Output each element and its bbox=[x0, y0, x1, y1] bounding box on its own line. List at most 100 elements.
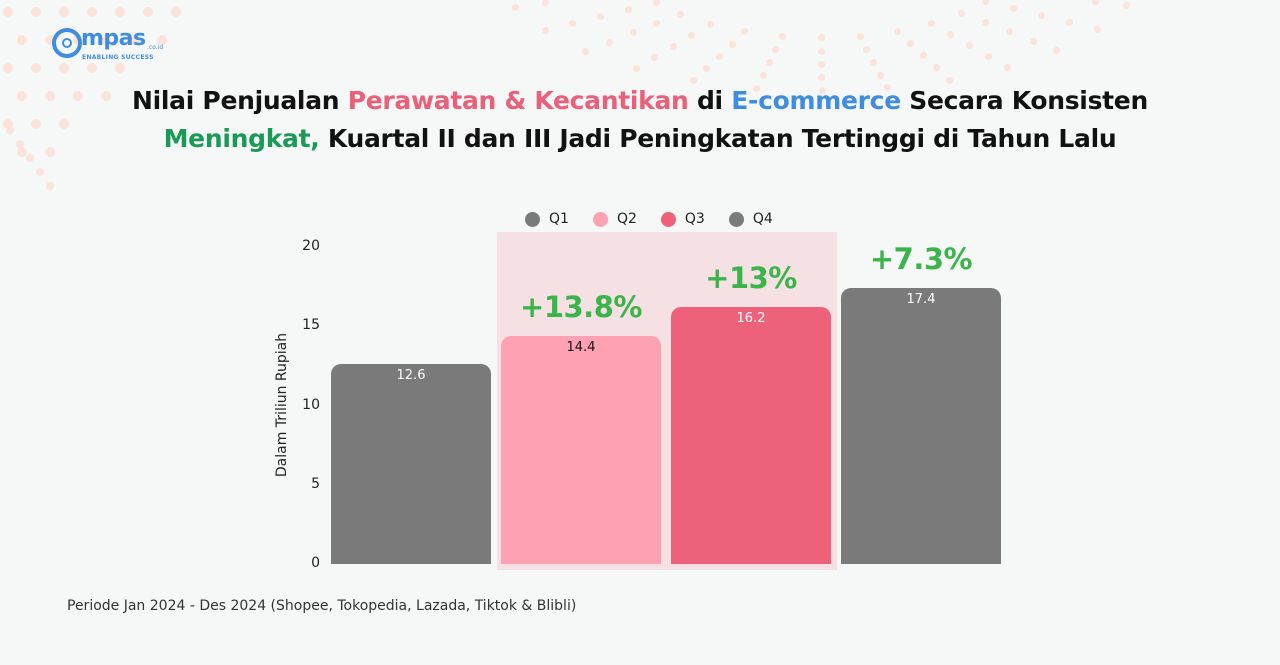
logo-tagline: ENABLING SUCCESS bbox=[82, 54, 154, 61]
bar-q1: 12.6 bbox=[331, 364, 491, 564]
decorative-dot bbox=[46, 182, 54, 190]
decorative-dot bbox=[818, 60, 826, 68]
bar-value-label: 12.6 bbox=[396, 368, 426, 384]
source-footnote: Periode Jan 2024 - Des 2024 (Shopee, Tok… bbox=[67, 598, 577, 614]
legend-dot-icon bbox=[525, 211, 540, 227]
decorative-dot bbox=[883, 84, 891, 92]
title-text: Nilai Penjualan bbox=[132, 86, 348, 115]
decorative-dot bbox=[73, 91, 83, 101]
legend-dot-icon bbox=[592, 211, 608, 227]
decorative-dot bbox=[778, 33, 786, 41]
decorative-dot bbox=[31, 7, 41, 17]
decorative-dot bbox=[1065, 18, 1073, 26]
decorative-dot bbox=[703, 65, 711, 72]
title-highlight-growth: Meningkat, bbox=[163, 124, 320, 153]
decorative-dot bbox=[31, 63, 41, 73]
decorative-dot bbox=[817, 47, 825, 55]
decorative-dot bbox=[907, 40, 915, 48]
decorative-dot bbox=[741, 28, 749, 36]
compas-logo: mpas .co.id ENABLING SUCCESS bbox=[48, 26, 168, 66]
decorative-dot bbox=[171, 7, 181, 17]
decorative-dot bbox=[3, 7, 13, 17]
chart-title: Nilai Penjualan Perawatan & Kecantikan d… bbox=[0, 82, 1280, 158]
decorative-dot bbox=[1053, 46, 1061, 54]
decorative-dot bbox=[706, 21, 714, 28]
decorative-dot bbox=[818, 74, 826, 82]
legend-label: Q3 bbox=[684, 211, 705, 227]
decorative-dot bbox=[1122, 2, 1130, 10]
legend-label: Q1 bbox=[549, 211, 569, 227]
legend-dot-icon bbox=[728, 211, 744, 227]
chart-legend: Q1 Q2 Q3 Q4 bbox=[525, 209, 797, 229]
decorative-dot bbox=[606, 38, 613, 46]
decorative-dot bbox=[17, 147, 27, 157]
decorative-dot bbox=[981, 0, 989, 5]
legend-item-q2: Q2 bbox=[592, 211, 637, 227]
decorative-dot bbox=[893, 28, 901, 36]
y-tick-15: 15 bbox=[302, 317, 320, 333]
decorative-dot bbox=[87, 63, 97, 73]
title-highlight-category: Perawatan & Kecantikan bbox=[347, 86, 689, 115]
decorative-dot bbox=[115, 63, 125, 73]
decorative-dot bbox=[629, 29, 637, 37]
bar-q3: 16.2 bbox=[671, 307, 831, 564]
decorative-dot bbox=[101, 35, 111, 45]
decorative-dot bbox=[569, 20, 577, 28]
decorative-dot bbox=[715, 52, 723, 60]
bar-q2: 14.4 bbox=[501, 335, 661, 564]
decorative-dot bbox=[582, 47, 590, 55]
decorative-dot bbox=[17, 35, 27, 45]
y-tick-10: 10 bbox=[302, 397, 320, 413]
decorative-dot bbox=[772, 45, 780, 53]
title-text: Kuartal II dan III Jadi Peningkatan Tert… bbox=[319, 124, 1117, 153]
decorative-dot bbox=[115, 7, 125, 17]
decorative-dot bbox=[817, 34, 825, 42]
decorative-dot bbox=[856, 32, 864, 40]
title-highlight-ecommerce: E-commerce bbox=[731, 86, 901, 115]
bar-q4: 17.4 bbox=[841, 288, 1001, 564]
decorative-dot bbox=[653, 20, 661, 28]
decorative-dot bbox=[753, 84, 761, 92]
decorative-dot bbox=[597, 12, 604, 20]
decorative-dot bbox=[1005, 28, 1013, 36]
decorative-dot bbox=[688, 31, 696, 39]
decorative-dot bbox=[877, 71, 885, 79]
decorative-dot bbox=[3, 63, 13, 73]
decorative-dot bbox=[26, 154, 34, 162]
decorative-dot bbox=[59, 119, 69, 129]
title-line-1: Nilai Penjualan Perawatan & Kecantikan d… bbox=[0, 82, 1280, 120]
legend-item-q4: Q4 bbox=[728, 211, 773, 227]
legend-item-q3: Q3 bbox=[660, 211, 705, 227]
logo-domain: .co.id bbox=[147, 44, 164, 51]
decorative-dot bbox=[946, 76, 954, 84]
title-line-2: Meningkat, Kuartal II dan III Jadi Penin… bbox=[0, 120, 1280, 158]
decorative-dot bbox=[928, 20, 936, 28]
decorative-dot bbox=[542, 0, 550, 7]
decorative-dot bbox=[676, 10, 684, 18]
decorative-dot bbox=[45, 35, 55, 45]
decorative-dot bbox=[45, 91, 55, 101]
decorative-dot bbox=[669, 42, 677, 50]
decorative-dot bbox=[87, 7, 97, 17]
legend-dot-icon bbox=[660, 211, 676, 227]
decorative-dot bbox=[965, 42, 973, 50]
bar-value-label: 14.4 bbox=[566, 339, 596, 355]
y-tick-5: 5 bbox=[311, 476, 320, 492]
decorative-dot bbox=[143, 7, 153, 17]
logo-wordmark: mpas bbox=[81, 26, 146, 51]
decorative-dot bbox=[1009, 4, 1017, 12]
decorative-dot bbox=[933, 64, 941, 72]
title-text: di bbox=[688, 86, 732, 115]
decorative-dot bbox=[3, 119, 13, 129]
decorative-dot bbox=[652, 0, 660, 6]
y-tick-0: 0 bbox=[311, 555, 320, 571]
decorative-dot bbox=[16, 140, 24, 148]
growth-label-q3: +13% bbox=[705, 261, 797, 296]
legend-label: Q2 bbox=[616, 211, 637, 227]
decorative-dot bbox=[957, 10, 965, 18]
legend-item-q1: Q1 bbox=[525, 211, 569, 227]
decorative-dot bbox=[17, 91, 27, 101]
decorative-dot bbox=[984, 52, 992, 60]
decorative-dot bbox=[45, 147, 55, 157]
decorative-dot bbox=[1037, 11, 1045, 19]
